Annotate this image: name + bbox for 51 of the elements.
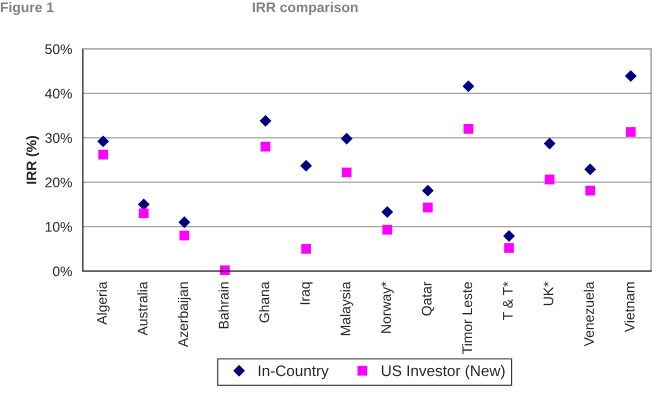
x-tick-label: Malaysia (340, 281, 354, 336)
legend-label: US Investor (New) (382, 364, 505, 380)
point (178, 216, 190, 228)
point (300, 160, 312, 172)
point (301, 244, 311, 254)
point (98, 150, 108, 160)
point (585, 186, 596, 196)
chart-title: IRR comparison (252, 2, 358, 15)
x-tick-label: Iraq (300, 282, 313, 304)
point (504, 243, 514, 253)
point (626, 127, 636, 137)
point (342, 168, 352, 178)
x-tick-label: Qatar (422, 282, 434, 316)
y-tick-label: 50% (45, 44, 72, 54)
point (382, 224, 392, 235)
point (260, 142, 270, 152)
point (503, 230, 515, 242)
point (179, 230, 190, 240)
y-axis-title: IRR (%) (26, 136, 40, 184)
x-tick-label: Venezuela (584, 281, 594, 346)
y-tick-label: 10% (46, 222, 72, 232)
point (544, 174, 554, 184)
x-tick-label: Azerbaijan (178, 282, 191, 348)
x-tick-label: Vietnam (624, 282, 634, 332)
y-tick-label: 30% (45, 133, 72, 143)
y-tick-label: 40% (44, 88, 72, 99)
caption: Figure 1 (0, 2, 54, 16)
x-tick-label: Norway* (381, 282, 394, 333)
x-tick-label: Ghana (259, 281, 270, 322)
x-tick-label: Australia (137, 281, 148, 336)
x-tick-label: Bahrain (218, 282, 229, 328)
y-tick-label: 20% (45, 178, 72, 188)
point (382, 206, 393, 218)
point (584, 164, 596, 175)
point (462, 80, 474, 92)
point (422, 202, 433, 212)
y-tick-label: 0% (52, 266, 72, 276)
x-tick-label: UK* (544, 282, 554, 306)
point (260, 115, 272, 127)
point (464, 124, 474, 134)
point (341, 133, 352, 144)
point (422, 185, 434, 196)
point (625, 70, 636, 82)
point (98, 136, 109, 147)
x-tick-label: T & T* (503, 282, 513, 320)
x-tick-label: Algeria (96, 281, 110, 325)
x-tick-label: Timor Leste (462, 282, 472, 354)
legend-label: In-Country (258, 365, 329, 380)
point (220, 265, 230, 276)
point (544, 138, 556, 150)
point (138, 208, 149, 218)
